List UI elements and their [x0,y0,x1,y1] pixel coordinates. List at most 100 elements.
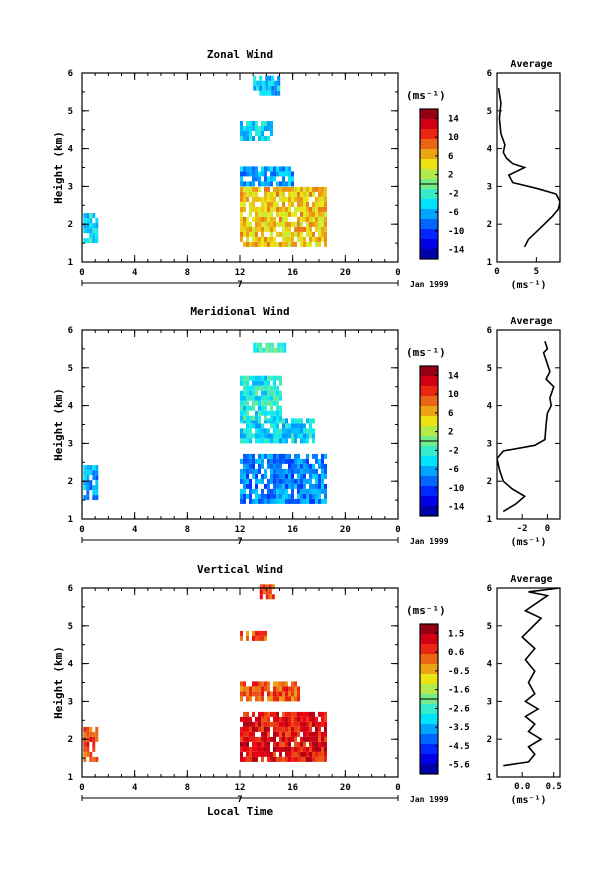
heatmap-cell [273,731,276,737]
heatmap-cell [261,458,264,464]
heatmap-cell [243,126,246,131]
day-label: 7 [237,795,242,805]
heatmap-cell [291,726,294,732]
heatmap-cell [240,211,243,217]
heatmap-cell [276,711,279,717]
heatmap-cell [303,493,306,499]
heatmap-cell [273,736,276,742]
heatmap-cell [261,385,264,391]
heatmap-cell [264,206,267,212]
heatmap-cell [270,400,273,406]
heatmap-cell [271,594,275,600]
heatmap-cell [95,490,99,496]
heatmap-cell [300,196,303,202]
heatmap-cell [276,493,279,499]
heatmap-cell [291,473,294,479]
heatmap-cell [268,347,272,353]
heatmap-cell [303,478,306,484]
heatmap-cell [246,468,249,474]
colorbar-swatch [420,674,438,685]
heatmap-cell [270,478,273,484]
heatmap-cell [264,751,267,757]
heatmap-cell [249,483,252,489]
heatmap-cell [255,415,258,421]
heatmap-cell [261,498,264,504]
heatmap-cell [240,428,243,434]
heatmap-cell [282,468,285,474]
colorbar-swatch [420,416,438,427]
heatmap-cell [324,741,327,747]
heatmap-cell [309,216,312,222]
heatmap-cell [252,400,255,406]
heatmap-cell [279,241,282,247]
heatmap-cell [246,221,249,227]
heatmap-cell [270,415,273,421]
heatmap-cell [255,428,258,434]
heatmap-cell [264,216,267,222]
heatmap-cell [261,231,264,237]
heatmap-cell [273,216,276,222]
avg-y-tick-label: 5 [487,364,492,374]
heatmap-cell [258,375,261,381]
heatmap-cell [240,405,243,411]
avg-y-tick-label: 3 [487,182,492,192]
heatmap-cell [309,473,312,479]
heatmap-cell [276,498,279,504]
heatmap-cell [321,721,324,727]
heatmap-cell [261,635,264,641]
heatmap-cell [267,736,270,742]
avg-y-tick-label: 6 [487,326,492,336]
heatmap-cell [270,390,273,396]
heatmap-cell [291,711,294,717]
heatmap-cell [297,751,300,757]
heatmap-cell [252,433,255,439]
heatmap-cell [252,711,255,717]
heatmap-cell [273,468,276,474]
heatmap-cell [270,711,273,717]
heatmap-cell [252,126,255,131]
heatmap-cell [276,473,279,479]
avg-y-tick-label: 5 [487,107,492,117]
heatmap-cell [270,453,273,459]
heatmap-cell [264,390,267,396]
heatmap-cell [294,241,297,247]
heatmap-cell [268,75,272,81]
heatmap-cell [279,691,282,697]
avg-x-tick-label: -2 [517,524,528,534]
heatmap-cell [300,221,303,227]
avg-x-tick-label: 5 [534,267,539,277]
heatmap-cell [249,731,252,737]
heatmap-cell [294,438,297,444]
heatmap-cell [267,186,270,192]
heatmap-cell [252,736,255,742]
heatmap-cell [324,746,327,752]
heatmap-cell [264,635,267,641]
heatmap-cell [291,418,294,424]
heatmap-cell [264,711,267,717]
heatmap-cell [261,731,264,737]
colorbar-swatch [420,139,438,150]
heatmap-cell [279,488,282,494]
heatmap-cell [267,726,270,732]
heatmap-cell [309,433,312,439]
heatmap-cell [294,478,297,484]
heatmap-cell [270,463,273,469]
heatmap-cell [294,498,297,504]
heatmap-cell [86,490,90,496]
heatmap-cell [240,375,243,381]
colorbar-swatch [420,406,438,417]
heatmap-cell [285,171,288,177]
heatmap-cell [92,233,96,239]
heatmap-cell [282,191,285,197]
heatmap-cell [249,171,252,177]
heatmap-cell [246,216,249,222]
heatmap-cell [276,241,279,247]
heatmap-cell [258,226,261,232]
heatmap-cell [240,418,243,424]
heatmap-cell [303,206,306,212]
heatmap-cell [271,342,275,348]
heatmap-cell [262,85,266,91]
heatmap-cell [261,721,264,727]
heatmap-cell [321,731,324,737]
